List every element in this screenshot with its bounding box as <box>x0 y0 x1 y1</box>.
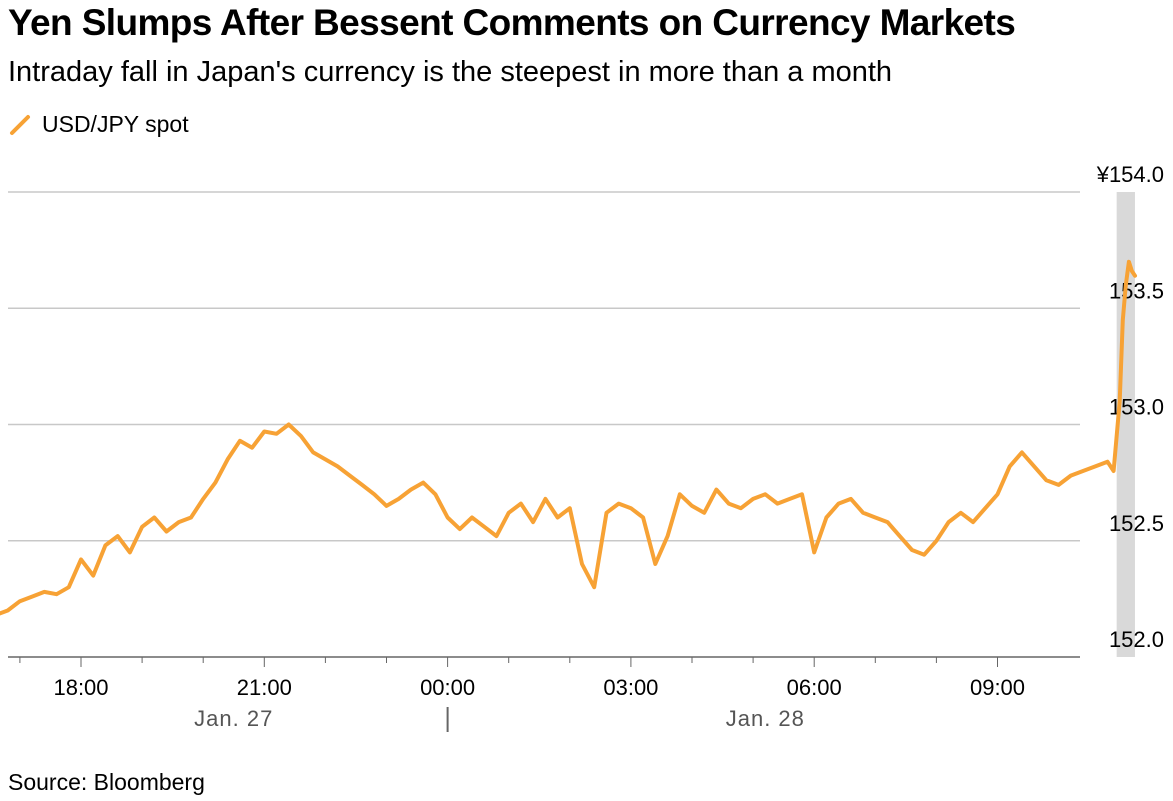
legend-line-swatch-icon <box>10 115 30 135</box>
y-tick-label: 153.5 <box>1109 278 1164 303</box>
date-label: Jan. 28 <box>726 706 805 731</box>
series-line-usd-jpy <box>0 259 1137 616</box>
y-tick-label: 152.5 <box>1109 511 1164 536</box>
y-tick-label: ¥154.0 <box>1096 162 1164 187</box>
legend: USD/JPY spot <box>8 110 189 138</box>
chart-subtitle: Intraday fall in Japan's currency is the… <box>8 56 893 88</box>
x-tick-label: 18:00 <box>53 675 108 700</box>
x-tick-label: 21:00 <box>237 675 292 700</box>
x-tick-label: 06:00 <box>787 675 842 700</box>
legend-label: USD/JPY spot <box>42 110 189 137</box>
highlight-band <box>1116 192 1135 657</box>
source-note: Source: Bloomberg <box>8 769 205 795</box>
date-label: Jan. 27 <box>194 706 273 731</box>
chart-title: Yen Slumps After Bessent Comments on Cur… <box>8 2 1016 43</box>
x-tick-label: 03:00 <box>603 675 658 700</box>
y-tick-label: 152.0 <box>1109 627 1164 652</box>
x-tick-label: 09:00 <box>970 675 1025 700</box>
x-tick-label: 00:00 <box>420 675 475 700</box>
